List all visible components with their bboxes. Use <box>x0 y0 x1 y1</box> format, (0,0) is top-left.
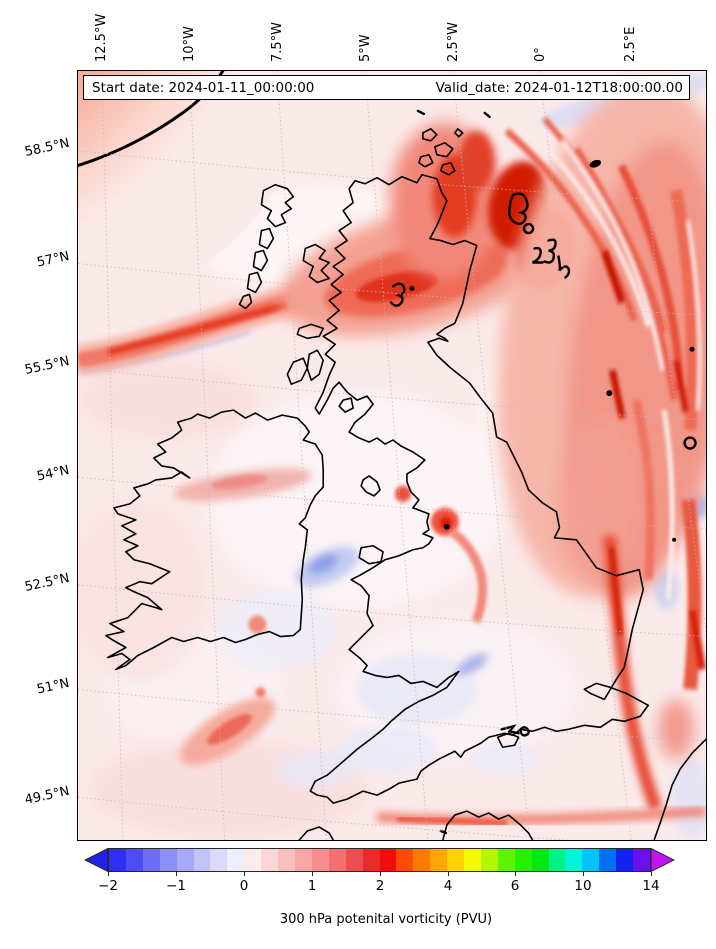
lon-tick-2-5e: 2.5°E <box>623 26 638 62</box>
colorbar-right-arrow <box>651 848 675 872</box>
colorbar-segment <box>447 849 465 871</box>
cb-ticklabel-4: 4 <box>443 878 453 894</box>
colorbar-segment <box>413 849 431 871</box>
lon-tick-5w: 5°W <box>358 34 373 62</box>
pv-contour-squiggles <box>389 109 697 835</box>
coastlines <box>105 128 706 840</box>
cb-tick <box>108 872 109 876</box>
colorbar-segment <box>379 849 397 871</box>
colorbar-segment <box>227 849 245 871</box>
cb-ticklabel-0: 0 <box>239 878 249 894</box>
map-plot-area <box>77 70 707 841</box>
colorbar-segment <box>633 849 650 871</box>
cb-ticklabel-10: 10 <box>574 878 592 894</box>
cb-tick <box>312 872 313 876</box>
lon-tick-7-5w: 7.5°W <box>270 21 285 62</box>
lat-tick-49-5n: 49.5°N <box>23 783 71 808</box>
lon-tick-12-5w: 12.5°W <box>94 13 109 62</box>
lat-tick-58-5n: 58.5°N <box>23 135 71 160</box>
colorbar-segment <box>582 849 600 871</box>
colorbar-segment <box>210 849 228 871</box>
lon-tick-0: 0° <box>533 47 548 62</box>
colorbar-segment <box>480 849 498 871</box>
pv-anomaly-minor <box>173 468 695 765</box>
colorbar <box>108 848 651 872</box>
colorbar-segment <box>193 849 211 871</box>
colorbar-segment <box>311 849 329 871</box>
pv-max-top-left <box>78 71 312 308</box>
colorbar-segment <box>396 849 414 871</box>
colorbar-segment <box>125 849 143 871</box>
colorbar-segment <box>531 849 549 871</box>
cb-ticklabel-neg1: −1 <box>166 878 186 894</box>
colorbar-segment <box>244 849 262 871</box>
colorbar-segment <box>176 849 194 871</box>
colorbar-segment <box>159 849 177 871</box>
cb-ticklabel-1: 1 <box>307 878 317 894</box>
pv-band-scotland <box>280 122 576 336</box>
colorbar-segment <box>109 849 126 871</box>
colorbar-caption: 300 hPa potenital vorticity (PVU) <box>279 912 493 927</box>
colorbar-segment <box>261 849 279 871</box>
lon-tick-2-5w: 2.5°W <box>446 21 461 62</box>
lat-tick-52-5n: 52.5°N <box>23 570 71 595</box>
colorbar-segment <box>362 849 380 871</box>
cb-tick <box>448 872 449 876</box>
lon-tick-10w: 10°W <box>182 26 197 62</box>
cb-ticklabel-6: 6 <box>510 878 520 894</box>
colorbar-segment <box>294 849 312 871</box>
lat-tick-51n: 51°N <box>35 675 71 698</box>
cb-tick <box>651 872 652 876</box>
colorbar-segment <box>464 849 481 871</box>
cb-ticklabel-neg2: −2 <box>98 878 118 894</box>
title-box: Start date: 2024-01-11_00:00:00 Valid_da… <box>83 75 690 100</box>
colorbar-segment <box>616 849 634 871</box>
pv-field-map <box>78 71 706 840</box>
cb-tick <box>515 872 516 876</box>
pv-contour-dots <box>409 159 695 542</box>
pv-anomaly-liverpool <box>394 485 487 624</box>
pv-band-southeast <box>376 535 706 826</box>
lat-tick-55-5n: 55.5°N <box>23 353 71 378</box>
lat-tick-57n: 57°N <box>35 248 71 271</box>
cb-ticklabel-14: 14 <box>642 878 660 894</box>
colorbar-segment <box>328 849 346 871</box>
colorbar-segment <box>514 849 532 871</box>
colorbar-segment <box>599 849 617 871</box>
colorbar-segment <box>548 849 566 871</box>
colorbar-segment <box>565 849 583 871</box>
colorbar-left-arrow <box>84 848 108 872</box>
colorbar-segment <box>497 849 515 871</box>
cb-ticklabel-2: 2 <box>375 878 385 894</box>
cb-tick <box>380 872 381 876</box>
cb-tick <box>583 872 584 876</box>
colorbar-segment <box>345 849 363 871</box>
pv-band-north-sea <box>497 82 706 691</box>
cb-tick <box>244 872 245 876</box>
lat-tick-54n: 54°N <box>35 462 71 485</box>
start-date-text: Start date: 2024-01-11_00:00:00 <box>92 79 315 96</box>
colorbar-segment <box>278 849 295 871</box>
colorbar-segment <box>430 849 448 871</box>
valid-date-text: Valid_date: 2024-01-12T18:00:00.00 <box>435 79 683 96</box>
colorbar-segment <box>142 849 160 871</box>
cb-tick <box>176 872 177 876</box>
graticule <box>78 71 706 840</box>
